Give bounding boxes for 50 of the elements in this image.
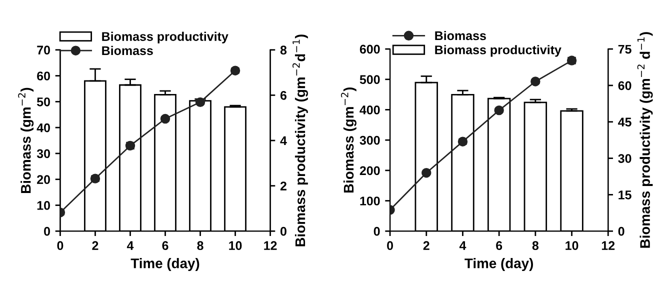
y-tick-label: 0 [374, 226, 380, 236]
x-tick-label: 12 [602, 241, 615, 250]
y-tick-label: 10 [37, 201, 50, 210]
y2-axis-title: Biomass productivity (gm$^{−2}$d$^{−1}$) [292, 34, 308, 246]
y-tick-label: 30 [36, 149, 50, 158]
x-axis-title: Time (day) [130, 258, 200, 272]
x-tick-label: 12 [264, 241, 277, 250]
legend-label: Biomass [435, 30, 486, 40]
y-tick-label: 40 [36, 123, 50, 132]
y2-axis-title: Biomass productivity (gm$^{−2}$ d$^{−1}$) [637, 32, 653, 248]
legend-label: Biomass productivity [102, 32, 228, 44]
x-tick-label: 4 [126, 241, 134, 250]
x-tick-label: 2 [423, 241, 430, 250]
y-tick-label: 20 [37, 175, 50, 184]
y2-tick-label: 60 [618, 81, 632, 90]
y2-tick-label: 0 [618, 226, 624, 236]
y2-tick-label: 4 [280, 136, 287, 146]
legend-label: Biomass productivity [435, 45, 562, 57]
x-tick-label: 10 [566, 241, 578, 250]
y-tick-label: 60 [37, 72, 50, 80]
y2-tick-label: 45 [618, 118, 632, 127]
y2-tick-label: 8 [280, 46, 287, 55]
y-axis-title: Biomass (gm$^{−2}$) [18, 88, 34, 193]
y-tick-label: 600 [360, 44, 380, 54]
x-tick-label: 4 [459, 241, 466, 250]
y-tick-label: 500 [360, 75, 380, 84]
y-tick-label: 400 [360, 106, 380, 114]
y2-tick-label: 6 [280, 90, 286, 100]
x-tick-label: 10 [229, 241, 242, 250]
y-tick-label: 70 [37, 46, 50, 55]
x-tick-label: 6 [496, 241, 502, 250]
x-tick-label: 8 [197, 241, 204, 250]
y2-tick-label: 15 [618, 190, 632, 200]
y2-tick-label: 0 [280, 226, 286, 236]
x-tick-label: 0 [57, 241, 64, 250]
x-tick-label: 8 [532, 241, 539, 250]
y2-tick-label: 75 [618, 44, 632, 54]
y-tick-label: 200 [360, 166, 380, 176]
y-tick-label: 100 [360, 196, 380, 206]
y2-tick-label: 30 [618, 154, 632, 163]
y-axis-title: Biomass (gm$^{−2}$) [340, 87, 356, 193]
y-tick-label: 300 [360, 136, 380, 145]
x-tick-label: 6 [162, 241, 168, 250]
y-tick-label: 50 [36, 97, 50, 106]
x-tick-label: 0 [387, 241, 393, 250]
x-tick-label: 2 [92, 241, 98, 250]
y2-tick-label: 2 [280, 182, 286, 190]
legend-label: Biomass [102, 46, 153, 56]
y-tick-label: 0 [44, 226, 50, 236]
x-axis-title: Time (day) [464, 258, 533, 272]
